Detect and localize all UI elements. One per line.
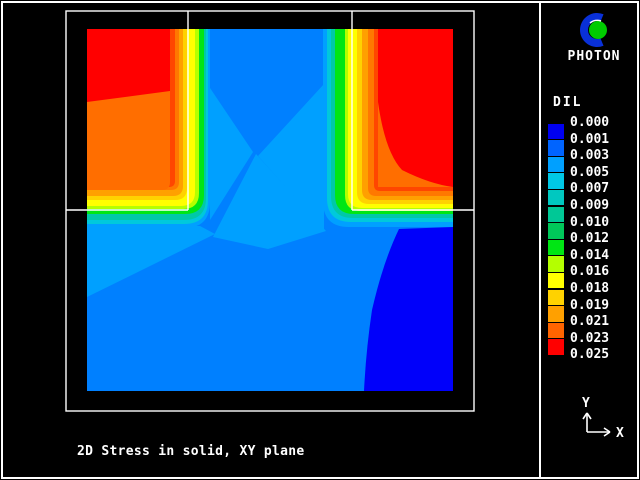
model-outlines xyxy=(65,10,475,412)
legend-swatch xyxy=(548,173,564,189)
axis-orientation-icon: Y X xyxy=(582,396,624,441)
region-right-orange-wedge xyxy=(378,102,453,187)
x-axis-arrowhead xyxy=(603,427,611,437)
photon-logo-icon xyxy=(580,13,607,47)
region-bottomright-dark xyxy=(364,227,453,391)
region-right-red xyxy=(378,29,453,187)
legend-title: DIL xyxy=(553,95,583,110)
region-center-light-left xyxy=(210,88,253,220)
legend-value: 0.019 xyxy=(570,297,610,313)
region-center-light-right xyxy=(258,84,324,230)
legend-swatch xyxy=(548,272,564,289)
x-axis-label: X xyxy=(616,426,624,441)
color-legend: 0.000 0.001 0.003 0.005 0.007 0.009 0.010 0.012… xyxy=(548,115,638,365)
legend-swatch xyxy=(548,206,564,223)
legend-value: 0.018 xyxy=(570,281,610,296)
legend-swatch xyxy=(548,140,564,156)
legend-swatch xyxy=(548,289,564,306)
legend-value: 0.016 xyxy=(570,264,610,280)
legend-swatch xyxy=(548,239,564,256)
contour-center-channel xyxy=(210,84,326,249)
legend-swatch xyxy=(548,156,564,173)
contour-left-block xyxy=(87,29,210,228)
contour-right-block xyxy=(323,29,453,227)
legend-swatch xyxy=(548,322,564,339)
legend-value: 0.023 xyxy=(570,330,610,346)
legend-swatch xyxy=(548,123,564,140)
app-name-label: PHOTON xyxy=(567,49,621,64)
logo-highlight xyxy=(589,19,602,24)
plot-caption: 2D Stress in solid, XY plane xyxy=(77,444,305,459)
legend-value: 0.012 xyxy=(570,231,610,247)
legend-value: 0.007 xyxy=(570,181,610,197)
sidebar-divider xyxy=(539,2,541,478)
legend-value: 0.001 xyxy=(570,131,610,147)
legend-value: 0.010 xyxy=(570,214,610,230)
legend-value: 0.009 xyxy=(570,198,610,213)
legend-value: 0.000 xyxy=(570,115,610,130)
legend-value: 0.003 xyxy=(570,148,610,164)
legend-swatch xyxy=(548,189,564,206)
region-center-light-bottom xyxy=(213,154,326,249)
region-left-orange xyxy=(87,91,170,190)
plot-boundary-box xyxy=(65,10,475,412)
legend-swatch xyxy=(548,256,564,272)
region-bottomleft-light xyxy=(87,226,215,297)
legend-value: 0.014 xyxy=(570,247,610,263)
legend-value: 0.025 xyxy=(570,347,610,363)
legend-value: 0.005 xyxy=(570,164,610,180)
legend-swatch xyxy=(548,339,564,355)
legend-swatch xyxy=(548,306,564,322)
contour-plot xyxy=(65,10,475,412)
logo-blue-c xyxy=(580,13,604,47)
legend-swatch xyxy=(548,223,564,239)
y-axis-label: Y xyxy=(582,396,590,411)
legend-value: 0.021 xyxy=(570,314,610,330)
y-axis-arrowhead xyxy=(582,412,592,420)
logo-green-ball xyxy=(589,21,607,39)
